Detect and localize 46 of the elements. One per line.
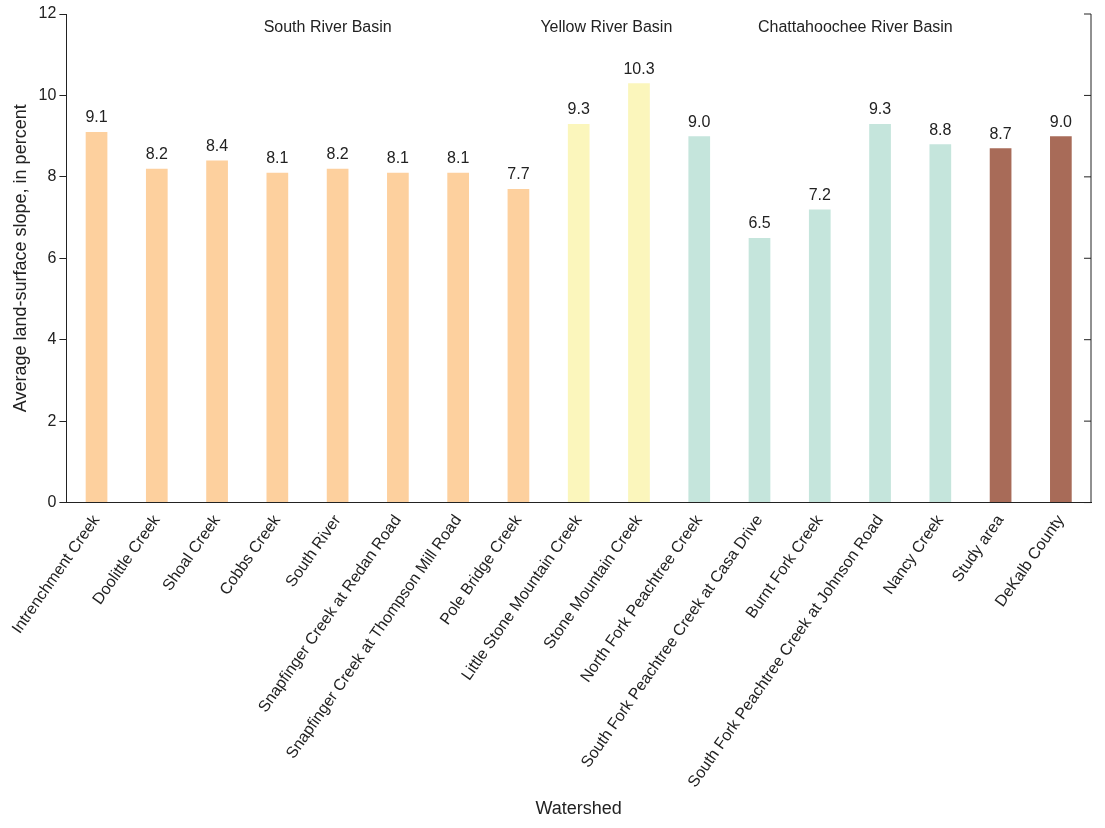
bar (567, 123, 590, 503)
y-tick-label: 12 (38, 4, 57, 22)
data-label: 8.8 (929, 120, 952, 138)
bar (1050, 136, 1072, 503)
data-label: 8.1 (386, 149, 410, 167)
y-tick-label: 10 (38, 85, 57, 103)
bar (989, 148, 1012, 503)
bar (145, 168, 168, 503)
y-tick-label: 2 (47, 411, 57, 429)
bar (206, 160, 228, 503)
bar (688, 136, 711, 503)
data-label: 9.3 (567, 100, 590, 118)
y-tick-label: 6 (47, 248, 57, 266)
data-label: 9.3 (868, 100, 892, 118)
data-label: 8.2 (145, 145, 169, 163)
y-tick-label: 0 (47, 492, 57, 510)
bar (808, 209, 831, 503)
bar (266, 172, 289, 503)
data-label: 10.3 (623, 59, 655, 77)
data-label: 9.1 (85, 108, 108, 126)
y-axis-title: Average land-surface slope, in percent (9, 104, 30, 413)
data-label: 8.4 (205, 136, 229, 154)
bar (869, 123, 891, 503)
annotation: South River Basin (263, 18, 392, 36)
bar (447, 172, 470, 503)
data-label: 9.0 (688, 112, 711, 130)
annotation: Yellow River Basin (540, 18, 673, 36)
data-label: 8.7 (989, 124, 1012, 142)
data-label: 7.7 (507, 165, 530, 183)
data-label: 9.0 (1049, 112, 1073, 130)
annotation: Chattahoochee River Basin (757, 18, 953, 36)
bar (85, 132, 108, 503)
y-tick-label: 4 (47, 330, 57, 348)
y-tick-label: 8 (47, 167, 57, 185)
data-label: 6.5 (748, 214, 771, 232)
bar (387, 172, 409, 503)
data-label: 8.2 (326, 145, 349, 163)
data-label: 8.1 (447, 149, 470, 167)
bar (628, 83, 650, 503)
data-label: 8.1 (266, 149, 289, 167)
bar (507, 189, 530, 503)
data-label: 7.2 (808, 185, 831, 203)
bar (929, 144, 952, 503)
x-axis-title: Watershed (535, 798, 622, 819)
bar (326, 168, 349, 503)
bar (748, 237, 771, 503)
